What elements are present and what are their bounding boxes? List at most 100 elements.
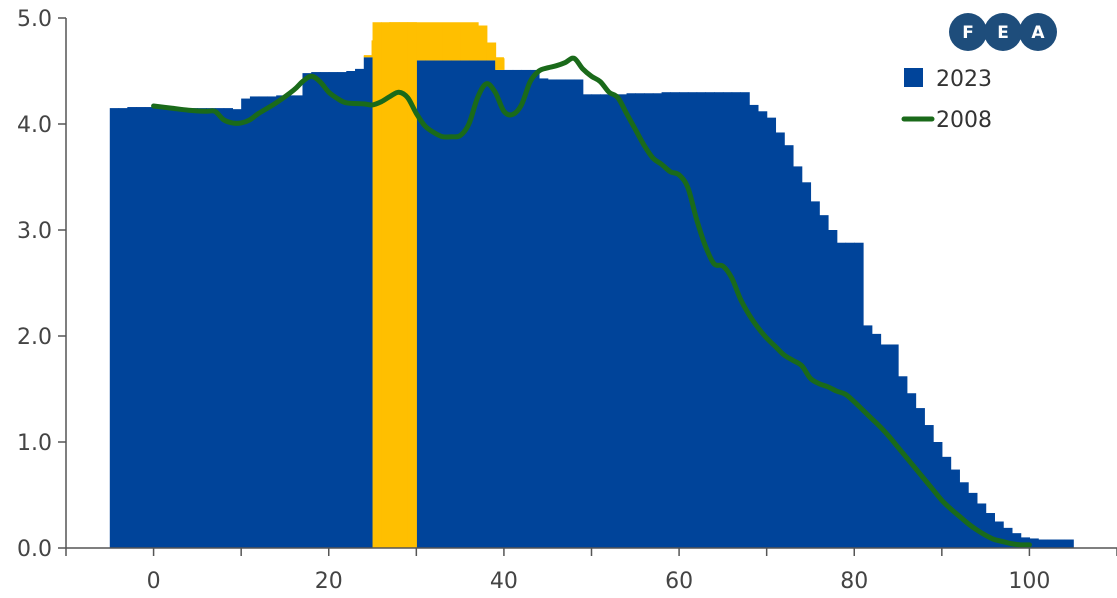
- bar-2023-53: [573, 79, 584, 548]
- bar-2023-29: [363, 57, 374, 548]
- highlight-bar-4: [407, 22, 417, 549]
- y-axis-ticks: 0.0 1.0 2.0 3.0 4.0 5.0: [17, 7, 66, 562]
- logo-circle-f: [949, 13, 987, 51]
- bar-2023-109: [1064, 539, 1074, 548]
- bar-2023-57: [609, 94, 619, 548]
- bar-2023-87: [871, 333, 882, 548]
- fea-logo: F E A: [949, 13, 1057, 51]
- bar-2023-106: [1038, 539, 1048, 548]
- y-tick-label-4: 4.0: [17, 113, 52, 138]
- highlight-cap-11: [460, 23, 470, 61]
- bar-2023-4: [144, 107, 155, 548]
- bar-2023-3: [136, 107, 146, 548]
- bar-2023-15: [241, 98, 251, 548]
- bar-2023-81: [819, 215, 829, 548]
- bar-2023-56: [600, 94, 610, 548]
- series-2008-line: [151, 55, 1032, 548]
- bar-2023-50: [547, 79, 558, 548]
- bar-2023-40: [460, 60, 470, 549]
- highlight-bar-0: [372, 22, 382, 549]
- bar-2023-61: [644, 93, 654, 548]
- x-tick-label-0: 0: [147, 569, 161, 594]
- bar-2023-101: [994, 521, 1004, 548]
- bar-2023-37: [433, 60, 444, 549]
- bar-2023-67: [696, 92, 706, 548]
- bar-2023-62: [652, 93, 663, 548]
- bar-2023-5: [153, 107, 163, 548]
- bar-2023-52: [565, 79, 575, 548]
- x-axis-ticks: 0 20 40 60 80 100: [65, 548, 1117, 594]
- bar-2023-49: [538, 78, 549, 549]
- bar-2023-97: [959, 482, 969, 548]
- bar-2023-54: [582, 94, 593, 548]
- highlight-cap-0: [363, 56, 374, 58]
- bar-2023-107: [1046, 539, 1057, 548]
- highlight-cap-13: [477, 26, 487, 61]
- bar-2023-42: [477, 60, 487, 549]
- bar-2023-103: [1011, 533, 1022, 548]
- logo-circle-a: [1019, 13, 1057, 51]
- legend-label-2023: 2023: [936, 67, 992, 92]
- legend-label-2008: 2008: [936, 108, 992, 133]
- logo-letter-a: A: [1031, 23, 1045, 43]
- bar-2023-78: [792, 166, 803, 548]
- bar-2023-17: [258, 96, 269, 548]
- highlight-cap-7: [425, 23, 435, 61]
- x-tick-label-5: 100: [1008, 569, 1050, 594]
- bar-2023-47: [521, 69, 531, 548]
- bar-2023-75: [766, 117, 777, 548]
- bar-2023-68: [705, 92, 715, 548]
- bar-2023-55: [591, 94, 601, 548]
- bar-2023-65: [679, 92, 689, 548]
- bar-2023-85: [854, 242, 864, 548]
- bar-2023-100: [985, 513, 995, 548]
- bar-2023-0: [109, 108, 120, 548]
- x-tick-label-3: 60: [665, 569, 693, 594]
- bar-2023-71: [731, 92, 741, 548]
- bar-2023-13: [223, 108, 234, 548]
- bar-2023-14: [232, 109, 242, 548]
- bar-2023-7: [171, 108, 181, 548]
- y-tick-label-1: 1.0: [17, 431, 52, 456]
- bar-2023-19: [276, 95, 286, 548]
- bar-2023-25: [328, 72, 339, 548]
- y-tick-label-0: 0.0: [17, 537, 52, 562]
- bar-2023-60: [635, 93, 645, 548]
- bar-2023-21: [293, 95, 304, 548]
- x-tick-label-4: 80: [840, 569, 868, 594]
- highlight-cap-15: [495, 58, 505, 70]
- bar-2023-23: [311, 72, 321, 548]
- legend-swatch-2023: [904, 68, 923, 87]
- y-tick-label-5: 5.0: [17, 7, 52, 32]
- highlight-cap-8: [433, 23, 444, 61]
- bar-2023-70: [722, 92, 733, 548]
- highlight-bar-2: [390, 22, 400, 549]
- bar-2023-86: [863, 325, 873, 548]
- bar-2023-91: [906, 393, 917, 548]
- bar-2023-77: [784, 145, 794, 548]
- highlight-cap-9: [442, 23, 452, 61]
- highlight-cap-10: [451, 23, 461, 61]
- bar-2023-66: [687, 92, 698, 548]
- bar-2023-28: [355, 68, 365, 548]
- bar-2023-18: [267, 96, 277, 548]
- bar-2023-46: [512, 69, 523, 548]
- bar-2023-73: [749, 104, 759, 549]
- logo-letter-f: F: [962, 23, 974, 43]
- bar-2023-64: [670, 92, 680, 548]
- bar-2023-12: [214, 108, 225, 548]
- bar-2023-72: [740, 92, 750, 548]
- bar-2023-69: [714, 92, 724, 548]
- bar-2023-38: [442, 60, 452, 549]
- x-tick-label-1: 20: [315, 569, 343, 594]
- bar-2023-16: [249, 96, 260, 548]
- bar-2023-41: [468, 60, 479, 549]
- bar-2023-88: [880, 344, 890, 548]
- bar-2023-51: [556, 79, 566, 548]
- bar-2023-83: [836, 242, 847, 548]
- highlight-cap-6: [416, 23, 426, 61]
- x-tick-label-2: 40: [490, 569, 518, 594]
- bar-2023-105: [1029, 538, 1039, 548]
- bar-2023-48: [530, 69, 540, 548]
